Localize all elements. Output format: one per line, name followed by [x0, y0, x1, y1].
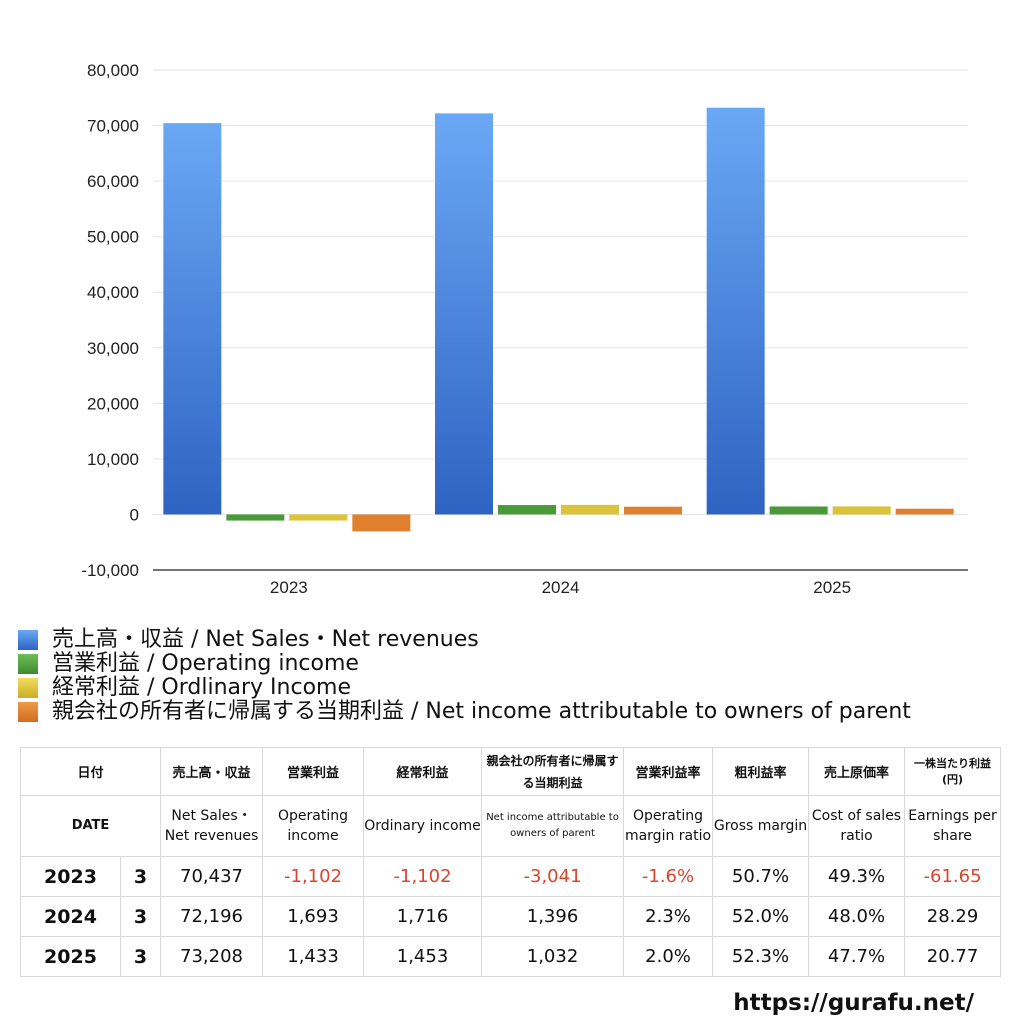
header-jp-net-income: 親会社の所有者に帰属する当期利益	[481, 747, 625, 796]
y-tick-label: -10,000	[81, 561, 139, 580]
bar-chart: 80,000 70,000 60,000 50,000 40,000 30,000 20,0…	[81, 61, 968, 597]
bar-ordinary-income-2025	[832, 506, 891, 515]
y-tick-label: 50,000	[87, 228, 139, 247]
header-jp-operating-income: 営業利益	[262, 747, 365, 796]
x-tick-label: 2025	[813, 578, 851, 597]
y-tick-label: 80,000	[87, 61, 139, 80]
header-en-eps: Earnings per share	[904, 795, 1002, 857]
legend-label-operating-income: 営業利益 / Operating income	[52, 651, 359, 676]
bar-net-sales-2023	[163, 123, 222, 515]
cell-net-sales: 73,208	[160, 936, 264, 977]
y-tick-label: 20,000	[87, 394, 139, 413]
table-row: 2025 3 73,208 1,433 1,453 1,032 2.0% 52.…	[20, 936, 1002, 977]
cell-net-income: -3,041	[481, 856, 625, 897]
cell-ordinary-income: -1,102	[363, 856, 483, 897]
row-year: 2023	[20, 856, 121, 897]
cell-operating-income: 1,693	[262, 896, 365, 937]
y-tick-label: 10,000	[87, 450, 139, 469]
y-axis-tick-labels: 80,000 70,000 60,000 50,000 40,000 30,000 20,0…	[81, 61, 139, 580]
legend-item-net-sales: 売上高・収益 / Net Sales・Net revenues	[18, 628, 1018, 652]
cell-cost-ratio: 47.7%	[808, 936, 906, 977]
header-jp-net-sales: 売上高・収益	[160, 747, 264, 796]
cell-operating-margin: -1.6%	[623, 856, 714, 897]
x-axis-tick-labels: 2023 2024 2025	[270, 578, 851, 597]
bar-operating-income-2024	[498, 505, 556, 515]
row-month: 3	[119, 936, 162, 977]
table-row: 2024 3 72,196 1,693 1,716 1,396 2.3% 52.…	[20, 896, 1002, 937]
header-en-net-sales: Net Sales・Net revenues	[160, 795, 264, 857]
cell-eps: -61.65	[904, 856, 1002, 897]
y-tick-label: 70,000	[87, 117, 139, 136]
legend-swatch-net-sales	[18, 630, 38, 650]
header-jp-date: 日付	[19, 747, 162, 796]
cell-net-income: 1,032	[481, 936, 625, 977]
legend-item-net-income: 親会社の所有者に帰属する当期利益 / Net income attributab…	[18, 700, 1018, 724]
source-url: https://gurafu.net/	[733, 990, 974, 1016]
header-en-operating-margin: Operating margin ratio	[623, 795, 714, 857]
bar-net-sales-2024	[435, 113, 493, 515]
bar-ordinary-income-2023	[289, 514, 348, 521]
table-row: 2023 3 70,437 -1,102 -1,102 -3,041 -1.6%…	[20, 856, 1002, 897]
header-en-date: DATE	[19, 795, 162, 857]
header-en-operating-income: Operating income	[262, 795, 365, 857]
legend: 売上高・収益 / Net Sales・Net revenues 営業利益 / O…	[18, 628, 1018, 724]
cell-operating-income: 1,433	[262, 936, 365, 977]
cell-operating-margin: 2.0%	[623, 936, 714, 977]
header-jp-cost-ratio: 売上原価率	[808, 747, 906, 796]
bar-operating-income-2025	[769, 506, 828, 515]
header-jp-operating-margin: 営業利益率	[623, 747, 714, 796]
header-en-gross-margin: Gross margin	[712, 795, 810, 857]
legend-label-net-income: 親会社の所有者に帰属する当期利益 / Net income attributab…	[52, 699, 911, 724]
header-jp-eps: 一株当たり利益(円)	[904, 747, 1002, 796]
cell-eps: 20.77	[904, 936, 1002, 977]
row-year: 2025	[20, 936, 121, 977]
bar-ordinary-income-2024	[561, 504, 619, 515]
row-month: 3	[119, 896, 162, 937]
gridlines	[153, 69, 968, 571]
bar-net-income-2023	[352, 514, 411, 532]
legend-swatch-ordinary-income	[18, 678, 38, 698]
y-tick-label: 30,000	[87, 339, 139, 358]
bar-net-income-2025	[895, 508, 954, 515]
bar-net-income-2024	[624, 506, 682, 515]
header-jp-ordinary-income: 経常利益	[363, 747, 483, 796]
cell-net-sales: 72,196	[160, 896, 264, 937]
cell-cost-ratio: 48.0%	[808, 896, 906, 937]
table-header-jp-row: 日付 売上高・収益 営業利益 経常利益 親会社の所有者に帰属する当期利益 営業利…	[19, 747, 1002, 796]
row-year: 2024	[20, 896, 121, 937]
financial-table: 日付 売上高・収益 営業利益 経常利益 親会社の所有者に帰属する当期利益 営業利…	[19, 747, 1002, 977]
cell-net-sales: 70,437	[160, 856, 264, 897]
legend-swatch-operating-income	[18, 654, 38, 674]
y-tick-label: 60,000	[87, 172, 139, 191]
cell-gross-margin: 52.0%	[712, 896, 810, 937]
legend-item-operating-income: 営業利益 / Operating income	[18, 652, 1018, 676]
cell-ordinary-income: 1,716	[363, 896, 483, 937]
row-month: 3	[119, 856, 162, 897]
y-tick-label: 40,000	[87, 283, 139, 302]
y-tick-label: 0	[130, 505, 139, 524]
cell-net-income: 1,396	[481, 896, 625, 937]
cell-gross-margin: 52.3%	[712, 936, 810, 977]
cell-eps: 28.29	[904, 896, 1002, 937]
legend-label-ordinary-income: 経常利益 / Ordlinary Income	[52, 675, 351, 700]
header-en-net-income: Net income attributable to owners of par…	[481, 795, 625, 857]
header-en-cost-ratio: Cost of sales ratio	[808, 795, 906, 857]
header-en-ordinary-income: Ordinary income	[363, 795, 483, 857]
table-header-en-row: DATE Net Sales・Net revenues Operating in…	[19, 795, 1002, 857]
cell-gross-margin: 50.7%	[712, 856, 810, 897]
x-tick-label: 2023	[270, 578, 308, 597]
cell-cost-ratio: 49.3%	[808, 856, 906, 897]
x-tick-label: 2024	[542, 578, 580, 597]
legend-label-net-sales: 売上高・収益 / Net Sales・Net revenues	[52, 627, 479, 652]
legend-swatch-net-income	[18, 702, 38, 722]
legend-item-ordinary-income: 経常利益 / Ordlinary Income	[18, 676, 1018, 700]
bar-net-sales-2025	[706, 107, 765, 515]
bars	[163, 107, 954, 532]
header-jp-gross-margin: 粗利益率	[712, 747, 810, 796]
cell-operating-income: -1,102	[262, 856, 365, 897]
bar-operating-income-2023	[226, 514, 285, 521]
cell-ordinary-income: 1,453	[363, 936, 483, 977]
cell-operating-margin: 2.3%	[623, 896, 714, 937]
